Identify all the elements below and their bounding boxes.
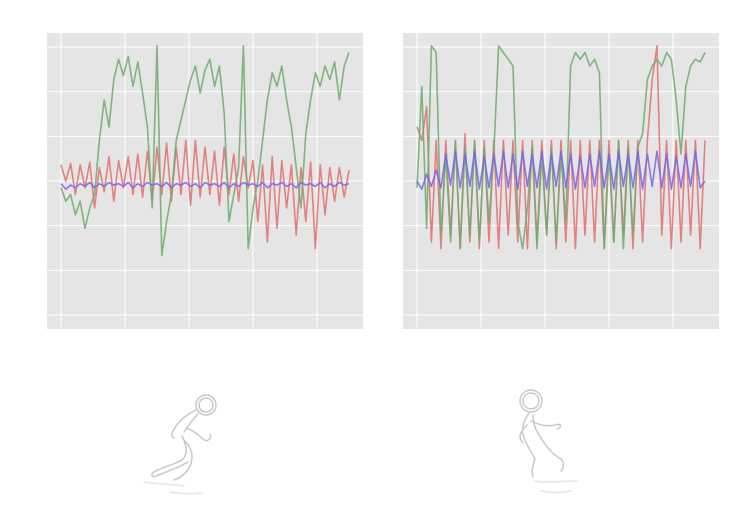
series-line-3 (416, 150, 706, 190)
series-line-1 (416, 44, 706, 250)
series-line-2 (60, 44, 350, 257)
chart-panel-2 (403, 33, 719, 329)
series-line-1 (60, 139, 350, 250)
running-figure-icon (143, 394, 217, 495)
chart-panel-1 (47, 33, 363, 329)
series-line-3 (60, 181, 350, 190)
walking-figure-icon (519, 389, 578, 494)
